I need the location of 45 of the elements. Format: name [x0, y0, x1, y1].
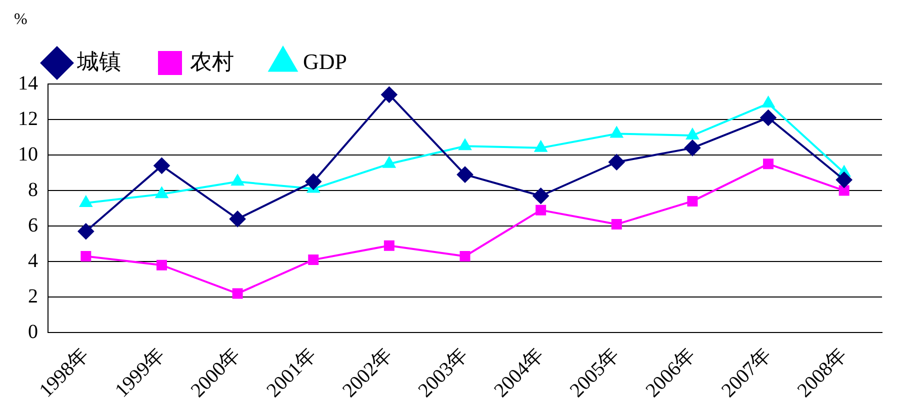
point [78, 223, 94, 240]
point [762, 96, 774, 108]
y-tick-label: 0 [28, 320, 38, 343]
point [687, 196, 698, 206]
point [532, 188, 549, 204]
point [308, 254, 319, 266]
point [382, 156, 396, 168]
point [536, 204, 546, 216]
legend-label: 农村 [190, 48, 234, 74]
point [763, 158, 774, 170]
point [611, 219, 622, 230]
point [156, 187, 168, 198]
x-tick-label: 1999年 [110, 344, 169, 402]
point [154, 158, 170, 174]
point [156, 260, 167, 270]
point [686, 128, 699, 140]
y-tick-label: 8 [28, 178, 38, 201]
point [230, 210, 246, 227]
point [608, 154, 625, 170]
y-tick-label: 2 [28, 285, 38, 308]
point [80, 251, 92, 262]
point [460, 251, 470, 262]
point [457, 166, 473, 183]
point [305, 174, 322, 190]
y-tick-label: 14 [18, 72, 38, 94]
point [231, 174, 244, 186]
point [684, 140, 700, 156]
point [80, 196, 92, 207]
legend-label: 城镇 [76, 48, 121, 74]
point [534, 140, 548, 152]
y-tick-label: 6 [28, 214, 38, 236]
x-tick-label: 2001年 [262, 344, 321, 402]
point [760, 110, 776, 126]
y-tick-label: 10 [18, 143, 38, 166]
point [838, 185, 850, 196]
y-tick-label: 4 [28, 250, 38, 272]
point [232, 288, 243, 299]
y-axis-title: % [14, 11, 28, 28]
y-tick-label: 12 [18, 108, 38, 130]
point [381, 86, 398, 103]
point [836, 172, 852, 188]
point [384, 240, 394, 251]
legend-label: GDP [303, 48, 348, 74]
point [458, 139, 472, 150]
point [610, 126, 623, 138]
